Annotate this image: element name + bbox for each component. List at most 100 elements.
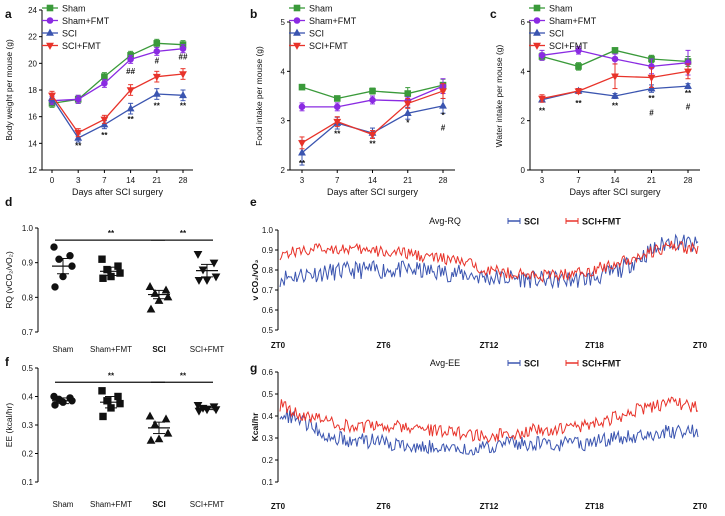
data-point-SCI — [126, 104, 135, 112]
legend-marker-SCI — [293, 28, 301, 36]
data-point-SCI — [74, 133, 83, 141]
panel-letter-b: b — [250, 7, 257, 21]
data-point-SCI+FMT — [368, 131, 377, 139]
series-line-SCI — [279, 233, 699, 290]
data-point — [209, 259, 219, 268]
y-tick-label: 2 — [281, 166, 286, 175]
significance-label: # — [686, 103, 691, 112]
data-point-Sham — [575, 63, 582, 70]
data-point-Sham+FMT — [611, 55, 619, 63]
data-point — [116, 399, 124, 408]
x-tick-label: 21 — [403, 176, 412, 185]
data-point-SCI — [647, 84, 656, 92]
x-tick-label: 14 — [126, 176, 135, 185]
legend-label: Sham — [62, 4, 86, 14]
data-point — [51, 283, 59, 291]
x-tick-label: 14 — [368, 176, 377, 185]
x-axis-label: Days after SCI surgery — [327, 187, 419, 197]
legend-label: SCI — [549, 29, 564, 39]
y-tick-label: 1.0 — [262, 226, 274, 235]
y-tick-label: 0.4 — [22, 393, 34, 402]
data-point-SCI+FMT — [333, 118, 342, 127]
y-axis-label: Kcal/hr — [250, 412, 260, 442]
data-point-SCI+FMT — [126, 87, 135, 95]
data-point-Sham — [101, 73, 108, 80]
data-point — [103, 397, 111, 405]
y-axis-label: RQ (vCO₂/vO₂) — [4, 251, 14, 309]
y-tick-label: 0.5 — [262, 326, 274, 335]
y-tick-label: 3 — [281, 117, 286, 126]
data-point — [154, 434, 164, 443]
y-tick-label: 24 — [28, 6, 37, 15]
y-tick-label: 1.0 — [22, 224, 34, 233]
data-point — [146, 435, 156, 444]
significance-label: ** — [101, 131, 108, 140]
series-line-SCI+FMT — [279, 396, 699, 444]
data-point-Sham+FMT — [333, 103, 341, 111]
series-line-SCI — [51, 93, 184, 139]
panel-letter-a: a — [5, 7, 12, 21]
data-point-Sham+FMT — [575, 47, 582, 54]
legend-marker-Sham — [46, 4, 54, 12]
x-tick-label: 0 — [50, 176, 55, 185]
data-point — [161, 285, 171, 294]
legend-marker-Sham — [293, 4, 301, 12]
y-tick-label: 6 — [521, 18, 526, 27]
significance-label: ** — [612, 101, 619, 110]
y-tick-label: 0.3 — [22, 421, 34, 430]
data-point-SCI+FMT — [179, 71, 187, 79]
y-axis-label: v CO₂/vO₂ — [250, 259, 260, 300]
data-point — [99, 412, 107, 421]
significance-label: ** — [108, 371, 115, 380]
legend-marker-SCI — [533, 28, 541, 36]
legend-label: SCI+FMT — [62, 41, 101, 51]
y-tick-label: 4 — [281, 67, 286, 76]
y-tick-label: 0.2 — [262, 456, 274, 465]
y-tick-label: 0.1 — [262, 478, 274, 487]
data-point — [103, 265, 111, 274]
data-point-Sham+FMT — [101, 80, 108, 87]
category-label: Sham — [53, 500, 74, 509]
legend-label: SCI — [524, 217, 539, 227]
y-tick-label: 0.1 — [22, 478, 34, 487]
category-label: SCI — [152, 345, 165, 354]
category-label: SCI — [152, 500, 165, 509]
data-point-SCI+FMT — [439, 88, 447, 96]
x-tick-label: 28 — [684, 176, 693, 185]
series-line-SCI+FMT — [51, 73, 184, 134]
category-label: Sham+FMT — [90, 345, 132, 354]
legend-label: Sham+FMT — [549, 16, 597, 26]
y-tick-label: 2 — [521, 117, 526, 126]
x-tick-label: 7 — [102, 176, 107, 185]
x-tick-label: ZT0 — [271, 341, 286, 350]
legend-label: SCI+FMT — [549, 41, 588, 51]
data-point — [194, 276, 204, 285]
y-tick-label: 0.6 — [262, 306, 274, 315]
x-tick-label: 28 — [179, 176, 188, 185]
x-tick-label: ZT18 — [585, 502, 604, 511]
legend-marker-SCI+FMT — [46, 42, 54, 50]
significance-label: # — [441, 124, 446, 133]
data-point-SCI — [439, 101, 447, 109]
data-point-Sham — [153, 40, 161, 47]
data-point-SCI+FMT — [152, 73, 161, 82]
y-tick-label: 0.5 — [22, 364, 34, 373]
y-axis-label: Body weight per mouse (g) — [4, 39, 14, 141]
data-point-SCI — [298, 148, 306, 156]
legend-label: SCI+FMT — [582, 217, 621, 227]
data-point — [154, 295, 164, 304]
significance-label: # — [649, 109, 654, 118]
data-point-SCI+FMT — [611, 73, 619, 81]
legend-marker-SCI+FMT — [293, 42, 301, 50]
data-point-Sham+FMT — [153, 48, 161, 55]
significance-label: ** — [685, 89, 692, 98]
x-axis-label: Days after SCI surgery — [72, 187, 164, 197]
significance-label: ** — [127, 115, 134, 124]
x-tick-label: ZT0 — [693, 502, 708, 511]
x-tick-label: 7 — [335, 176, 340, 185]
panel-letter-g: g — [250, 361, 257, 375]
category-label: SCI+FMT — [190, 345, 225, 354]
x-tick-label: ZT12 — [480, 502, 499, 511]
y-tick-label: 0.9 — [262, 246, 274, 255]
legend-label: SCI — [309, 29, 324, 39]
